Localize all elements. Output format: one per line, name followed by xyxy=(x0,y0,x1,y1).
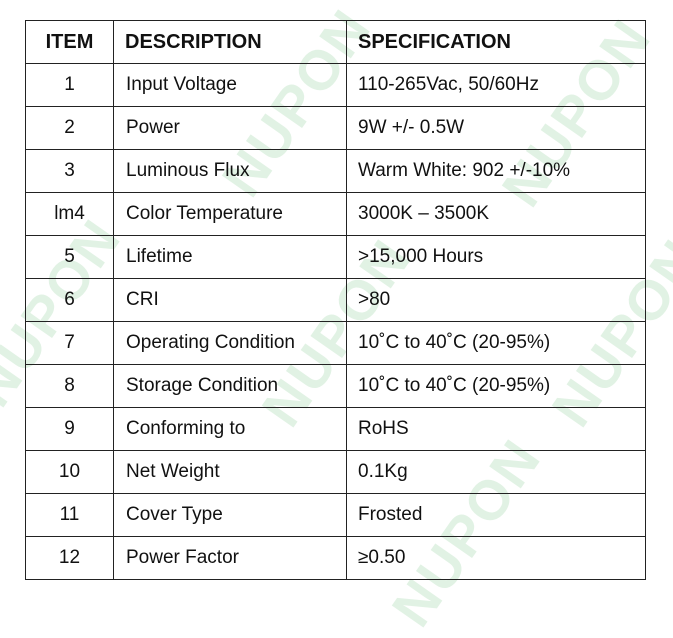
table-row: 5 Lifetime >15,000 Hours xyxy=(25,235,646,279)
cell-description: Input Voltage xyxy=(113,63,347,107)
cell-specification: 110-265Vac, 50/60Hz xyxy=(346,63,646,107)
header-specification: SPECIFICATION xyxy=(346,20,646,64)
cell-item: 7 xyxy=(25,321,114,365)
table-row: 8 Storage Condition 10˚C to 40˚C (20-95%) xyxy=(25,364,646,408)
header-row: ITEM DESCRIPTION SPECIFICATION xyxy=(25,20,646,64)
table-row: 2 Power 9W +/- 0.5W xyxy=(25,106,646,150)
cell-description: Cover Type xyxy=(113,493,347,537)
cell-description: Color Temperature xyxy=(113,192,347,236)
cell-specification: 10˚C to 40˚C (20-95%) xyxy=(346,321,646,365)
cell-item: 3 xyxy=(25,149,114,193)
cell-description: Storage Condition xyxy=(113,364,347,408)
cell-specification: Frosted xyxy=(346,493,646,537)
cell-description: Power Factor xyxy=(113,536,347,580)
cell-description: Power xyxy=(113,106,347,150)
table-row: 3 Luminous Flux Warm White: 902 +/-10% xyxy=(25,149,646,193)
cell-item: 11 xyxy=(25,493,114,537)
cell-specification: >15,000 Hours xyxy=(346,235,646,279)
cell-specification: 10˚C to 40˚C (20-95%) xyxy=(346,364,646,408)
table-row: 1 Input Voltage 110-265Vac, 50/60Hz xyxy=(25,63,646,107)
cell-specification: 9W +/- 0.5W xyxy=(346,106,646,150)
cell-description: Conforming to xyxy=(113,407,347,451)
table-row: 7 Operating Condition 10˚C to 40˚C (20-95%… xyxy=(25,321,646,365)
cell-item: 5 xyxy=(25,235,114,279)
cell-description: Lifetime xyxy=(113,235,347,279)
cell-item: 10 xyxy=(25,450,114,494)
cell-description: Luminous Flux xyxy=(113,149,347,193)
table-row: 10 Net Weight 0.1Kg xyxy=(25,450,646,494)
cell-item: lm4 xyxy=(25,192,114,236)
specification-table: ITEM DESCRIPTION SPECIFICATION 1 Input Vo… xyxy=(25,20,646,580)
cell-specification: Warm White: 902 +/-10% xyxy=(346,149,646,193)
cell-specification: 3000K – 3500K xyxy=(346,192,646,236)
cell-item: 8 xyxy=(25,364,114,408)
cell-item: 9 xyxy=(25,407,114,451)
header-description: DESCRIPTION xyxy=(113,20,347,64)
cell-description: Operating Condition xyxy=(113,321,347,365)
cell-item: 2 xyxy=(25,106,114,150)
cell-item: 1 xyxy=(25,63,114,107)
cell-specification: ≥0.50 xyxy=(346,536,646,580)
cell-specification: RoHS xyxy=(346,407,646,451)
cell-item: 6 xyxy=(25,278,114,322)
header-item: ITEM xyxy=(25,20,114,64)
cell-specification: >80 xyxy=(346,278,646,322)
cell-item: 12 xyxy=(25,536,114,580)
table-row: lm4 Color Temperature 3000K – 3500K xyxy=(25,192,646,236)
table-row: 11 Cover Type Frosted xyxy=(25,493,646,537)
table-row: 9 Conforming to RoHS xyxy=(25,407,646,451)
cell-specification: 0.1Kg xyxy=(346,450,646,494)
cell-description: Net Weight xyxy=(113,450,347,494)
cell-description: CRI xyxy=(113,278,347,322)
table-row: 6 CRI >80 xyxy=(25,278,646,322)
table-row: 12 Power Factor ≥0.50 xyxy=(25,536,646,580)
